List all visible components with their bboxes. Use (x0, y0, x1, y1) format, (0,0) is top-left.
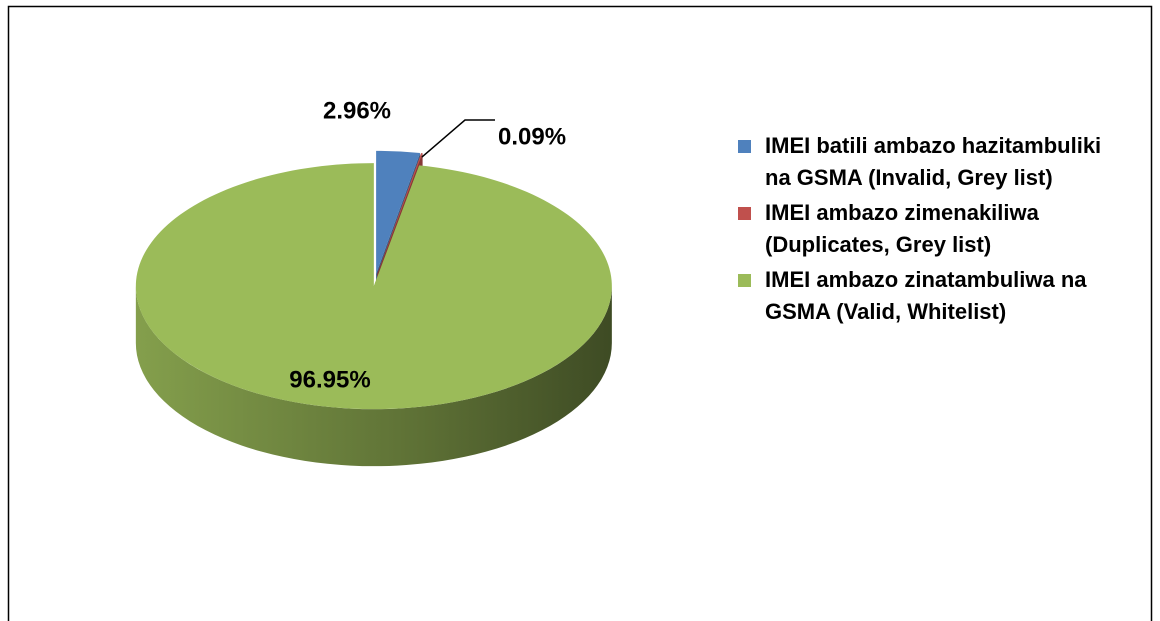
legend: IMEI batili ambazo hazitambuliki na GSMA… (738, 130, 1108, 331)
legend-swatch (738, 207, 751, 220)
legend-label: IMEI ambazo zinatambuliwa na GSMA (Valid… (765, 267, 1087, 324)
legend-label: IMEI ambazo zimenakiliwa (Duplicates, Gr… (765, 200, 1039, 257)
pie-side (135, 286, 612, 467)
legend-label: IMEI batili ambazo hazitambuliki na GSMA… (765, 133, 1102, 190)
legend-entry: IMEI ambazo zimenakiliwa (Duplicates, Gr… (738, 197, 1108, 261)
legend-swatch (738, 274, 751, 287)
pie-slice (376, 150, 421, 274)
legend-entry: IMEI batili ambazo hazitambuliki na GSMA… (738, 130, 1108, 194)
leader-line (421, 119, 495, 158)
legend-swatch (738, 140, 751, 153)
data-label: 0.09% (498, 123, 566, 150)
data-label: 96.95% (289, 366, 370, 393)
frame (7, 5, 1153, 621)
pie-slice (135, 163, 612, 410)
data-label: 2.96% (323, 97, 391, 124)
pie-slice (377, 153, 423, 274)
legend-entry: IMEI ambazo zinatambuliwa na GSMA (Valid… (738, 264, 1108, 328)
